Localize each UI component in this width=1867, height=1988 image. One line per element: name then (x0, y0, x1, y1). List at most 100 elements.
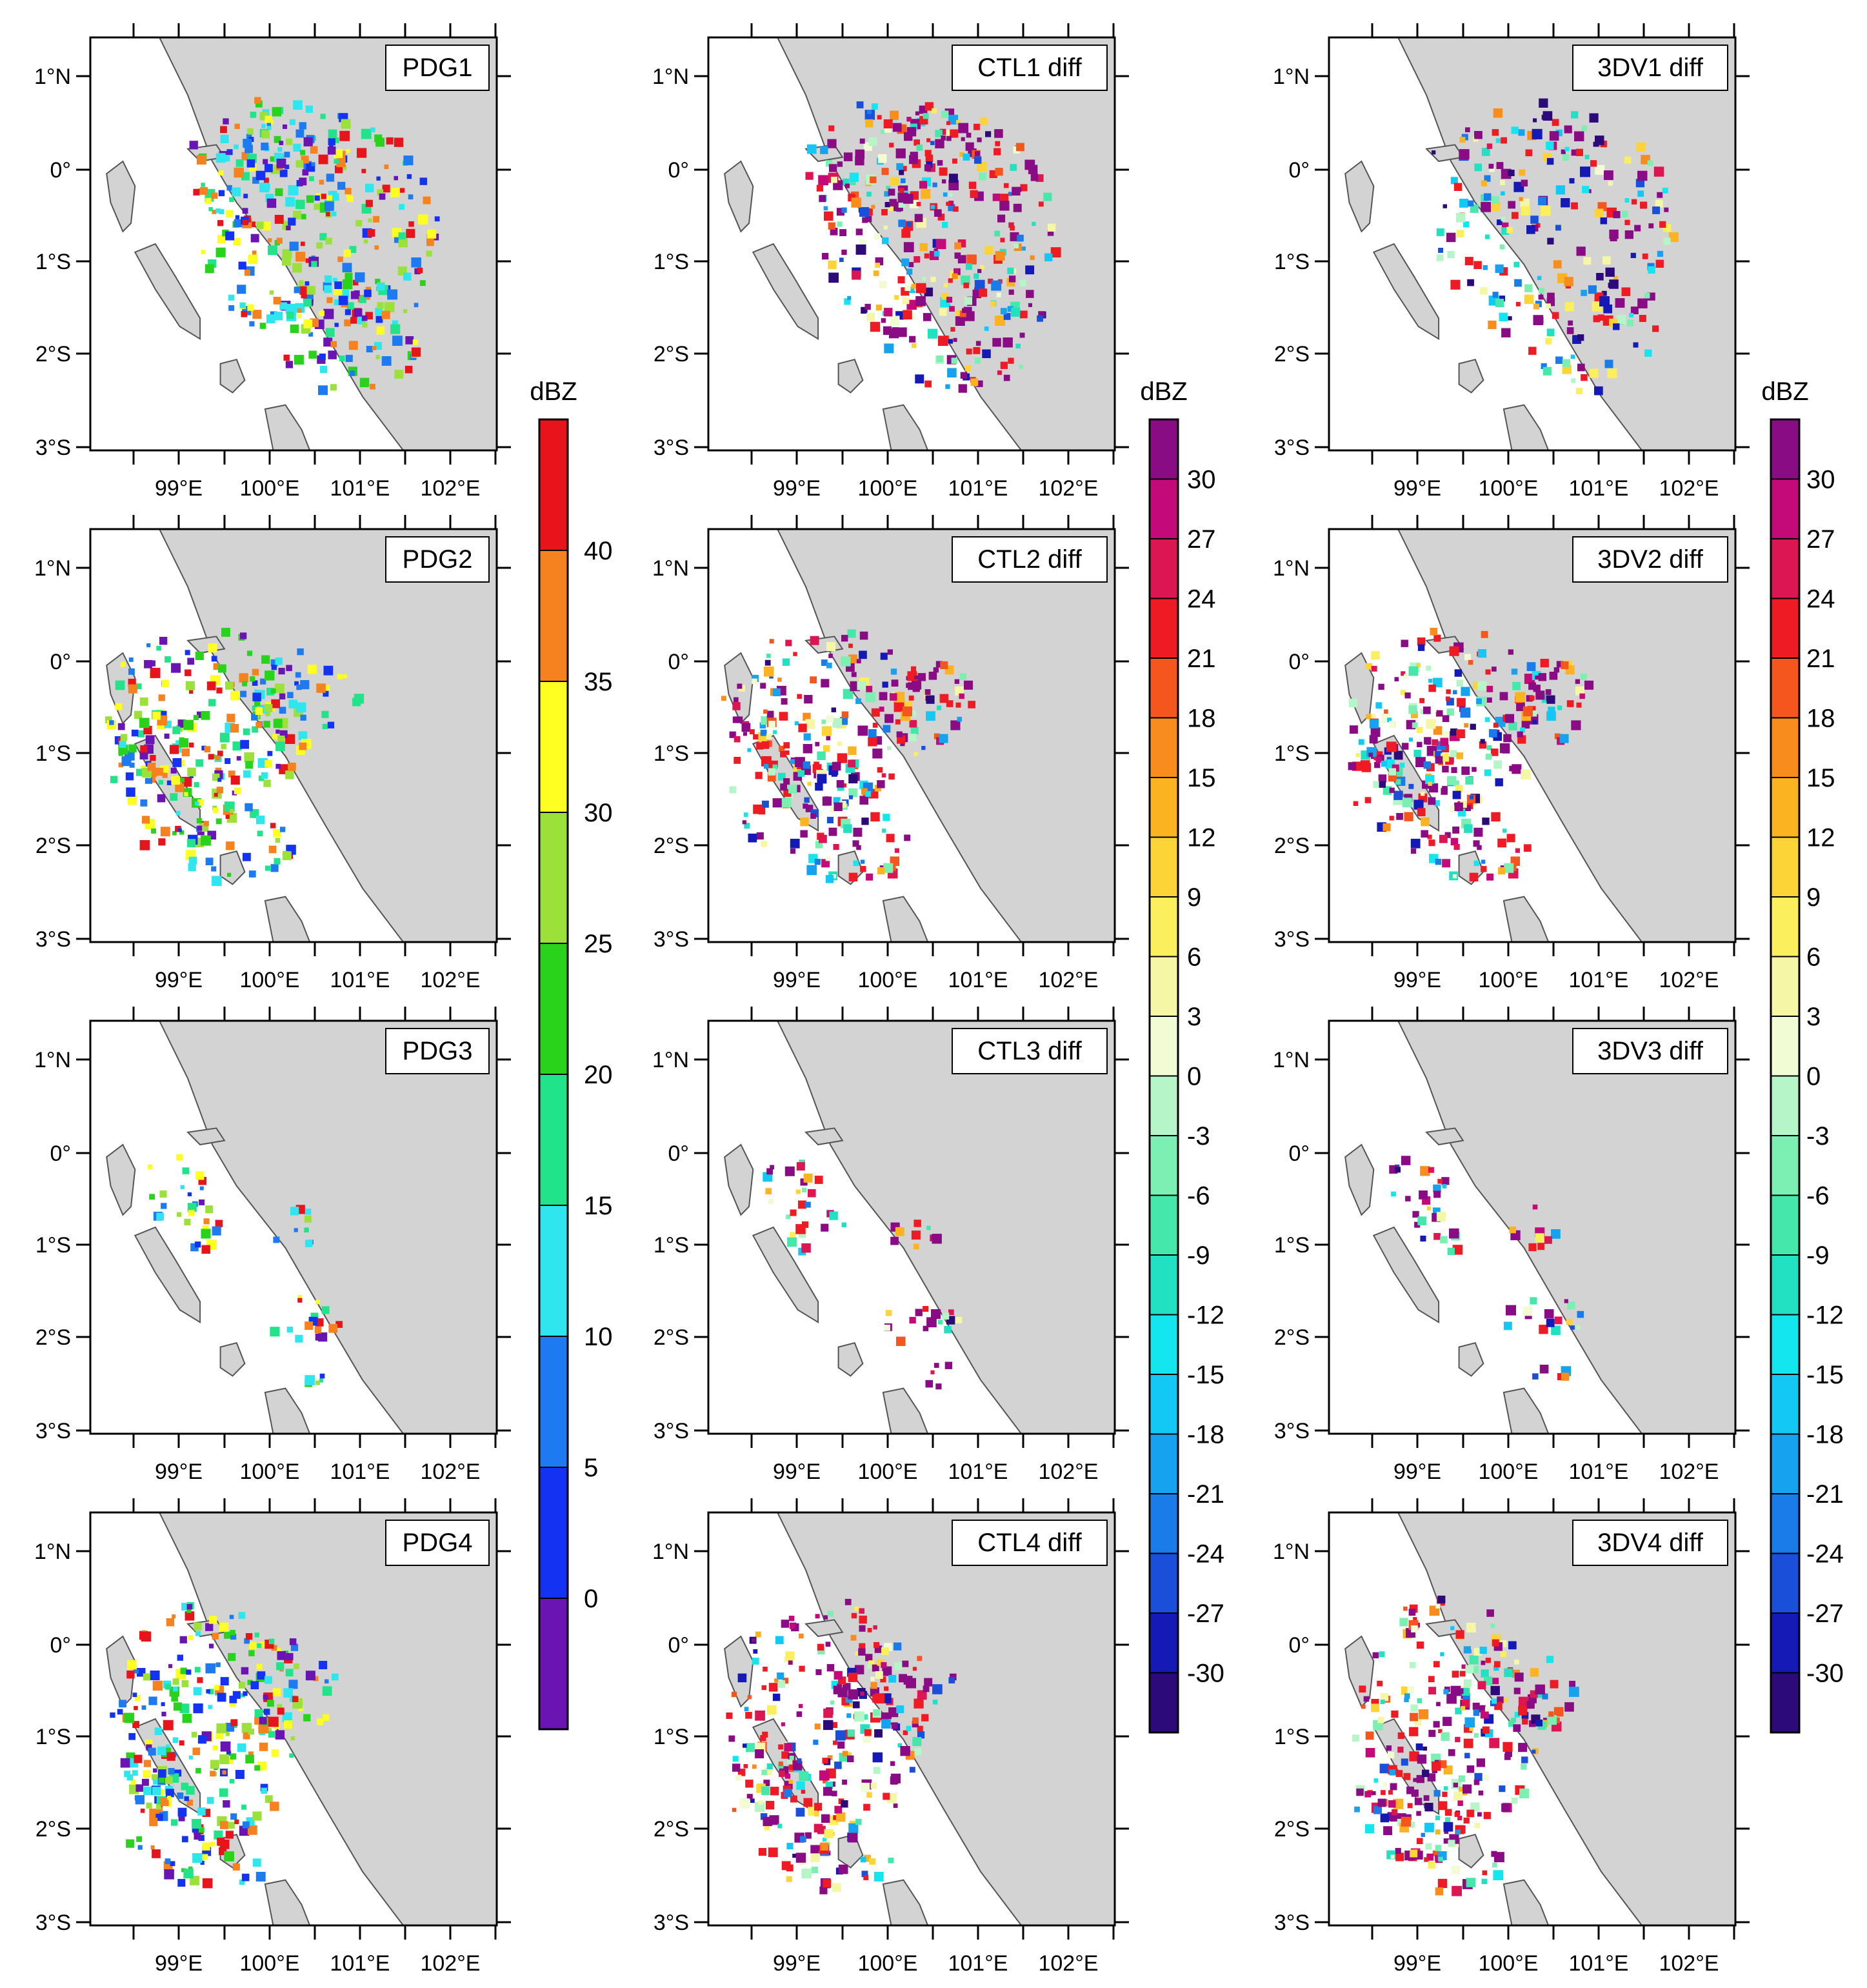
echo-pixel (1393, 790, 1403, 800)
echo-pixel (171, 663, 181, 673)
echo-pixel (874, 1645, 883, 1653)
lat-label: 2°S (654, 1325, 689, 1350)
echo-pixel (1433, 634, 1441, 642)
echo-pixel (855, 1651, 859, 1656)
echo-pixel (232, 741, 242, 751)
echo-pixel (772, 764, 778, 770)
echo-pixel (166, 1752, 175, 1761)
echo-pixel (901, 258, 910, 266)
echo-pixel (886, 186, 891, 190)
echo-pixel (1564, 125, 1572, 134)
echo-pixel (217, 1838, 225, 1846)
panel-frame (1328, 36, 1737, 452)
echo-pixel (1356, 1788, 1364, 1796)
echo-pixel (964, 680, 973, 690)
echo-pixel (1511, 126, 1519, 134)
echo-pixel (768, 1198, 774, 1205)
echo-pixel (1486, 697, 1492, 703)
echo-pixel (370, 127, 375, 132)
echo-pixel (798, 723, 807, 732)
echo-pixel (1664, 207, 1669, 212)
echo-pixel (848, 872, 858, 882)
echo-pixel (1047, 230, 1054, 236)
echo-pixel (870, 812, 880, 822)
echo-pixel (1443, 1689, 1449, 1694)
echo-pixel (1523, 706, 1533, 717)
echo-pixel (849, 795, 854, 799)
echo-pixel (1470, 1802, 1480, 1812)
echo-pixel (277, 146, 283, 152)
echo-pixel (1518, 129, 1525, 136)
echo-pixel (902, 182, 907, 187)
echo-pixel (364, 289, 372, 297)
echo-pixel (821, 859, 830, 868)
echo-pixel (896, 163, 904, 170)
echo-pixel (1026, 290, 1034, 298)
echo-pixel (197, 711, 204, 718)
echo-pixel (427, 229, 437, 239)
echo-pixel (181, 1680, 189, 1687)
echo-pixel (306, 286, 315, 295)
echo-pixel (215, 756, 221, 761)
lat-label: 0° (668, 158, 689, 183)
echo-pixel (964, 297, 972, 305)
echo-pixel (1399, 763, 1405, 768)
echo-pixel (1474, 1823, 1481, 1829)
echo-pixel (914, 752, 918, 756)
echo-pixel (1535, 1719, 1543, 1727)
echo-pixel (917, 1690, 927, 1700)
echo-pixel (819, 1770, 830, 1781)
echo-pixel (1499, 312, 1508, 321)
echo-pixel (1426, 665, 1432, 671)
echo-pixel (376, 326, 385, 335)
echo-pixel (1481, 1669, 1489, 1678)
echo-pixel (284, 1720, 292, 1729)
echo-pixel (1648, 223, 1654, 228)
echo-pixel (1375, 756, 1383, 763)
echo-pixel (1365, 1731, 1374, 1740)
echo-pixel (1411, 1625, 1418, 1632)
echo-pixel (260, 678, 266, 685)
echo-pixel (1551, 1229, 1561, 1239)
echo-pixel (187, 767, 196, 777)
echo-pixel (315, 1300, 320, 1305)
echo-pixel (821, 679, 830, 688)
echo-pixel (1435, 1845, 1442, 1851)
echo-pixel (975, 341, 981, 346)
echo-pixel (1540, 659, 1549, 668)
echo-pixel (297, 1298, 303, 1303)
echo-pixel (760, 683, 766, 689)
echo-pixel (165, 656, 171, 663)
echo-pixel (1435, 1815, 1441, 1820)
echo-pixel (143, 1760, 152, 1767)
echo-pixel (1404, 692, 1411, 699)
echo-pixel (1579, 693, 1585, 699)
echo-pixel (1399, 1618, 1408, 1627)
echo-pixel (1401, 1156, 1411, 1165)
echo-pixel (1486, 1609, 1494, 1617)
echo-pixel (1637, 170, 1648, 181)
echo-pixel (864, 303, 871, 310)
echo-pixel (219, 1788, 228, 1797)
echo-pixel (143, 1787, 152, 1795)
echo-pixel (1457, 1688, 1464, 1694)
echo-pixel (212, 876, 222, 887)
echo-pixel (961, 276, 970, 285)
echo-pixel (899, 188, 904, 194)
echo-pixel (1450, 1626, 1455, 1631)
echo-pixel (868, 729, 877, 738)
lon-label: 101°E (330, 1460, 390, 1484)
echo-pixel (1555, 129, 1562, 137)
echo-pixel (1437, 254, 1444, 261)
echo-pixel (910, 727, 919, 735)
echo-pixel (1402, 798, 1412, 808)
echo-pixel (165, 1776, 173, 1784)
echo-pixel (1602, 256, 1611, 265)
echo-pixel (188, 1210, 195, 1216)
echo-pixel (195, 1241, 201, 1248)
island-3 (219, 850, 246, 885)
echo-pixel (1505, 714, 1514, 723)
echo-pixel (970, 378, 979, 387)
lon-label: 100°E (239, 1951, 299, 1976)
echo-pixel (870, 176, 877, 183)
